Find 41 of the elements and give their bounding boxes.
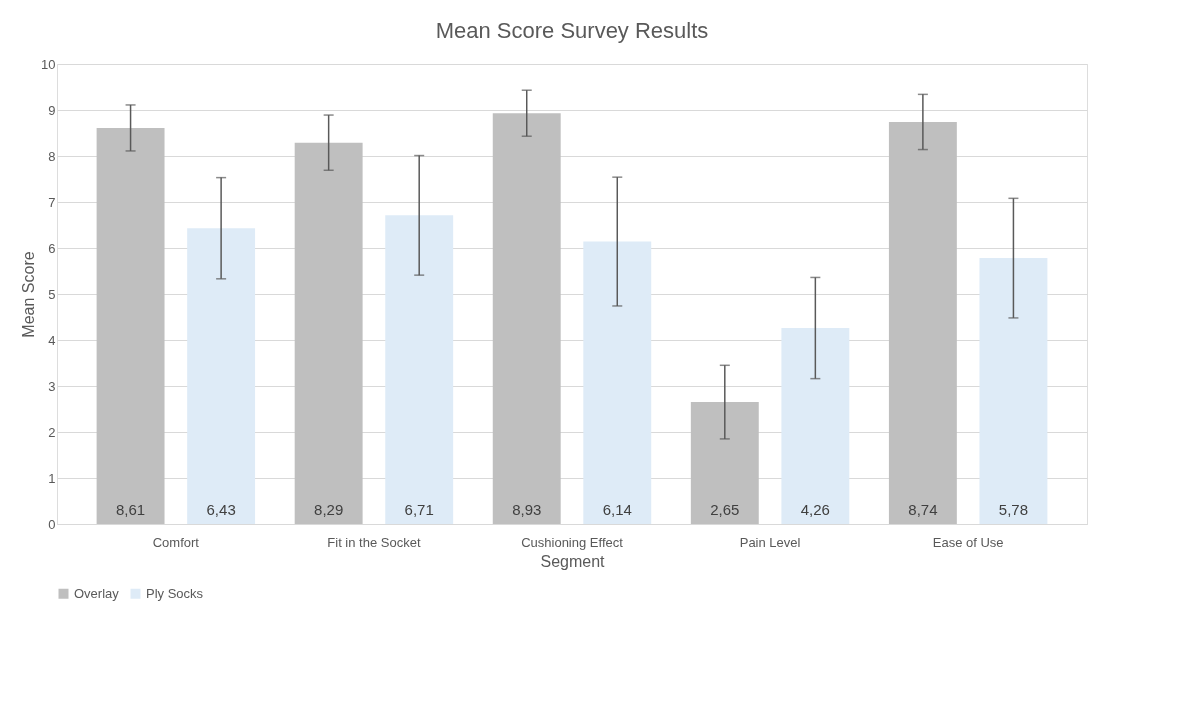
bar <box>96 127 165 524</box>
y-tick-label: 9 <box>48 102 56 118</box>
y-tick-label: 0 <box>48 516 56 532</box>
bar <box>888 121 957 524</box>
y-tick-label: 2 <box>48 424 56 440</box>
legend-label: Overlay <box>74 585 120 601</box>
bar <box>690 402 759 524</box>
y-tick-label: 5 <box>48 286 56 302</box>
bar <box>583 241 652 524</box>
y-tick-label: 1 <box>48 470 56 486</box>
data-label: 8,61 <box>115 501 146 518</box>
x-axis-title: Segment <box>540 552 606 570</box>
data-label: 2,65 <box>710 501 740 518</box>
y-axis-title: Mean Score <box>20 251 38 338</box>
data-label: 5,78 <box>998 501 1029 518</box>
bar <box>385 215 454 524</box>
bar <box>492 113 561 524</box>
legend-label: Ply Socks <box>146 585 204 601</box>
bar <box>187 228 256 524</box>
y-tick-label: 10 <box>41 56 56 72</box>
bar <box>781 328 850 524</box>
x-tick-label: Ease of Use <box>932 534 1004 550</box>
data-label: 6,43 <box>206 501 236 518</box>
bar <box>979 258 1048 524</box>
data-label: 6,71 <box>404 501 434 518</box>
y-tick-label: 3 <box>48 378 56 394</box>
data-label: 8,93 <box>512 501 542 518</box>
y-tick-label: 4 <box>48 332 56 348</box>
y-tick-label: 7 <box>48 194 56 210</box>
chart-title: Mean Score Survey Results <box>435 18 709 43</box>
x-tick-label: Fit in the Socket <box>327 534 421 550</box>
y-tick-label: 6 <box>48 240 56 256</box>
data-label: 4,26 <box>800 501 830 518</box>
data-label: 6,14 <box>602 501 632 518</box>
bar <box>294 142 363 524</box>
y-tick-label: 8 <box>48 148 56 164</box>
data-label: 8,29 <box>314 501 344 518</box>
x-tick-label: Cushioning Effect <box>521 534 624 550</box>
x-tick-label: Pain Level <box>739 534 801 550</box>
x-tick-label: Comfort <box>152 534 200 550</box>
data-label: 8,74 <box>908 501 938 518</box>
